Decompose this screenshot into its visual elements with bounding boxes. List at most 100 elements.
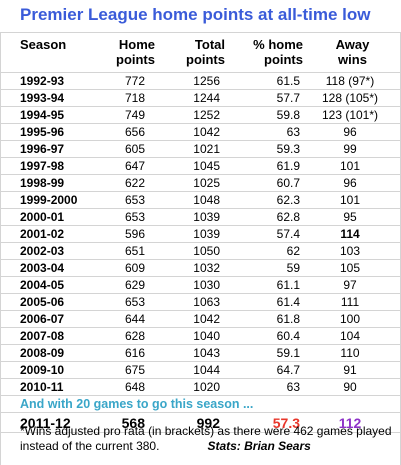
cell-home-points: 596 <box>124 227 145 241</box>
cell-total-points: 1021 <box>193 142 220 156</box>
table-row: 1996-97 605 1021 59.3 99 <box>0 141 401 158</box>
table-row: 1999-2000 653 1048 62.3 101 <box>0 192 401 209</box>
header-row: Season Home points Total points % home p… <box>0 33 401 73</box>
table-row: 1992-93 772 1256 61.5 118 (97*) <box>0 73 401 90</box>
cell-total-points: 1020 <box>193 380 220 394</box>
cell-home-points: 647 <box>124 159 145 173</box>
cell-pct-home: 61.1 <box>276 278 300 292</box>
cell-pct-home: 62.8 <box>276 210 300 224</box>
cell-total-points: 1039 <box>193 227 220 241</box>
cell-pct-home: 64.7 <box>276 363 300 377</box>
current-season-row: 2011-12 568 992 57.3 112 <box>0 413 401 433</box>
table-row: 2002-03 651 1050 62 103 <box>0 243 401 260</box>
cell-pct-home: 61.8 <box>276 312 300 326</box>
cell-home-points: 675 <box>124 363 145 377</box>
cell-total-points: 1039 <box>193 210 220 224</box>
footnote-text: *Wins adjusted pro rata (in brackets) as… <box>20 424 392 453</box>
cell-pct-home: 61.9 <box>276 159 300 173</box>
cell-home-points: 628 <box>124 329 145 343</box>
cell-season: 2005-06 <box>20 295 65 309</box>
cell-season: 1995-96 <box>20 125 65 139</box>
cell-season: 2009-10 <box>20 363 65 377</box>
header-away-wins: Away wins <box>335 37 370 67</box>
table-row: 1993-94 718 1244 57.7 128 (105*) <box>0 90 401 107</box>
cell-home-points: 605 <box>124 142 145 156</box>
cell-away-wins: 118 (97*) <box>325 74 375 88</box>
header-total-points: Total points <box>186 37 225 67</box>
cell-away-wins: 104 <box>339 329 361 343</box>
cell-pct-home: 63 <box>286 380 300 394</box>
cell-away-wins: 101 <box>339 193 361 207</box>
season-rows: 1992-93 772 1256 61.5 118 (97*) 1993-94 718 12… <box>0 73 401 396</box>
cell-season: 1998-99 <box>20 176 65 190</box>
table-row: 2000-01 653 1039 62.8 95 <box>0 209 401 226</box>
cell-total-points: 1063 <box>193 295 220 309</box>
cell-season: 2010-11 <box>20 380 64 394</box>
table-row: 1998-99 622 1025 60.7 96 <box>0 175 401 192</box>
cell-total-points: 1244 <box>193 91 220 105</box>
cell-home-points: 772 <box>124 74 145 88</box>
cell-pct-home: 57.7 <box>276 91 300 105</box>
cell-total-points: 1030 <box>193 278 220 292</box>
cell-pct-home: 57.3 <box>272 415 300 431</box>
cell-season: 2002-03 <box>20 244 65 258</box>
cell-home-points: 622 <box>124 176 145 190</box>
cell-away-wins: 100 <box>339 312 361 326</box>
table-row: 2005-06 653 1063 61.4 111 <box>0 294 401 311</box>
cell-pct-home: 59.8 <box>276 108 300 122</box>
cell-pct-home: 57.4 <box>276 227 300 241</box>
stats-credit: Stats: Brian Sears <box>207 439 311 453</box>
cell-total-points: 1040 <box>193 329 220 343</box>
table-row: 2001-02 596 1039 57.4 114 <box>0 226 401 243</box>
cell-season: 1993-94 <box>20 91 65 105</box>
table-row: 2006-07 644 1042 61.8 100 <box>0 311 401 328</box>
grid-line <box>0 33 1 465</box>
cell-season: 1997-98 <box>20 159 65 173</box>
cell-home-points: 718 <box>124 91 145 105</box>
cell-away-wins: 105 <box>339 261 361 275</box>
table-row: 1997-98 647 1045 61.9 101 <box>0 158 401 175</box>
cell-pct-home: 59 <box>286 261 300 275</box>
cell-home-points: 616 <box>124 346 145 360</box>
cell-home-points: 648 <box>124 380 145 394</box>
cell-season: 2001-02 <box>20 227 65 241</box>
table-row: 2008-09 616 1043 59.1 110 <box>0 345 401 362</box>
cell-total-points: 1256 <box>193 74 220 88</box>
cell-home-points: 653 <box>124 295 145 309</box>
cell-season: 2011-12 <box>20 415 71 431</box>
cell-total-points: 992 <box>196 415 220 431</box>
season-note: And with 20 games to go this season ... <box>0 396 401 413</box>
cell-season: 1996-97 <box>20 142 65 156</box>
cell-home-points: 656 <box>124 125 145 139</box>
cell-home-points: 749 <box>124 108 145 122</box>
cell-total-points: 1032 <box>193 261 220 275</box>
cell-pct-home: 59.3 <box>276 142 300 156</box>
cell-total-points: 1025 <box>193 176 220 190</box>
cell-away-wins: 91 <box>343 363 357 377</box>
cell-season: 2007-08 <box>20 329 65 343</box>
cell-season: 2006-07 <box>20 312 65 326</box>
header-home-points: Home points <box>116 37 155 67</box>
cell-away-wins: 114 <box>340 227 360 241</box>
cell-season: 2000-01 <box>20 210 65 224</box>
cell-pct-home: 61.4 <box>276 295 300 309</box>
cell-away-wins: 95 <box>343 210 357 224</box>
cell-season: 2003-04 <box>20 261 65 275</box>
cell-home-points: 653 <box>124 210 145 224</box>
cell-total-points: 1042 <box>193 125 220 139</box>
cell-away-wins: 96 <box>343 125 357 139</box>
table-row: 2003-04 609 1032 59 105 <box>0 260 401 277</box>
cell-away-wins: 99 <box>343 142 357 156</box>
cell-away-wins: 123 (101*) <box>321 108 379 122</box>
cell-home-points: 629 <box>124 278 145 292</box>
footnote: *Wins adjusted pro rata (in brackets) as… <box>20 424 395 454</box>
cell-total-points: 1050 <box>193 244 220 258</box>
header-pct-home-points: % home points <box>253 37 303 67</box>
cell-away-wins: 110 <box>340 346 360 360</box>
cell-season: 1999-2000 <box>20 193 78 207</box>
cell-pct-home: 60.7 <box>276 176 300 190</box>
cell-home-points: 644 <box>124 312 145 326</box>
cell-total-points: 1042 <box>193 312 220 326</box>
cell-pct-home: 59.1 <box>276 346 300 360</box>
